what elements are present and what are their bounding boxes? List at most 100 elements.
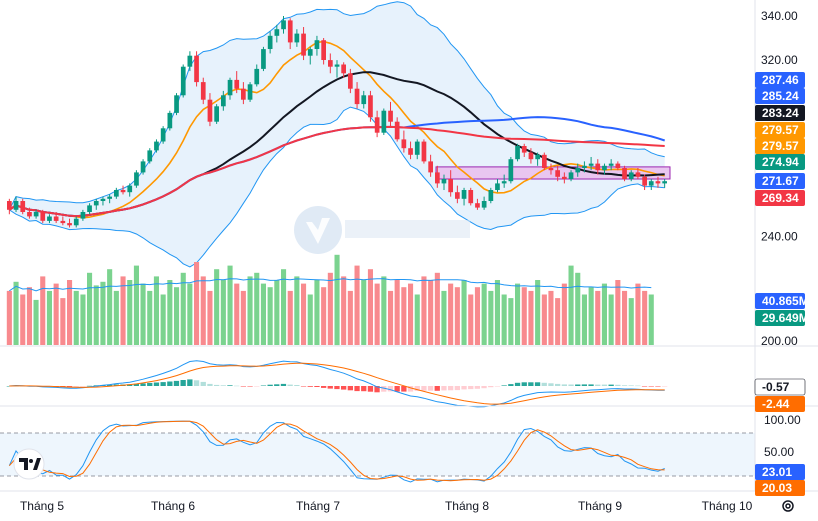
badge-bg [755, 122, 805, 138]
candle [441, 174, 447, 191]
candle-body [187, 55, 193, 67]
volume-bar [448, 283, 454, 345]
macd-hist-bar [234, 385, 240, 387]
candle-body [120, 190, 126, 193]
macd-hist-bar [147, 382, 153, 386]
macd-hist-bar [327, 386, 333, 389]
candle [475, 198, 480, 210]
volume-bar [120, 276, 126, 345]
bollinger-fill [9, 1, 665, 267]
volume-bar [160, 294, 166, 345]
candle-body [47, 216, 52, 221]
macd-hist-bar [601, 384, 608, 386]
macd-hist-bar [354, 386, 360, 392]
candle-body [307, 49, 313, 56]
moving-averages [8, 40, 666, 219]
candle [281, 16, 286, 34]
badge-bg [755, 138, 805, 154]
volume-bar [461, 280, 467, 345]
candle [274, 24, 280, 43]
macd-hist-bar [501, 385, 507, 386]
volume-bar [107, 269, 113, 345]
candle-body [642, 176, 647, 186]
candles[interactable] [7, 16, 667, 228]
macd-hist-bar [214, 384, 220, 386]
candle [582, 161, 587, 173]
badge-label: 269.34 [762, 191, 799, 205]
price-tick-label: 320.00 [761, 53, 798, 67]
candle-body [261, 49, 266, 69]
candle-body [528, 152, 534, 160]
macd-hist-bar [367, 386, 374, 392]
tradingview-logo[interactable] [13, 448, 45, 480]
macd-hist-bar [240, 386, 246, 387]
candle-body [595, 163, 601, 171]
candle-body [521, 146, 527, 153]
candle [542, 152, 547, 171]
volume-bar [200, 276, 206, 345]
candle-body [635, 172, 641, 177]
volume-bar [93, 285, 99, 345]
candle [314, 35, 320, 56]
volume-bar [227, 265, 233, 345]
candle-body [535, 154, 540, 160]
volume-bar [174, 287, 180, 345]
candle-body [207, 99, 213, 122]
x-tick-label: Tháng 8 [445, 499, 489, 513]
candle-body [408, 148, 413, 155]
macd-hist-bar [260, 385, 267, 386]
volume-bar [314, 280, 320, 345]
candle [555, 165, 560, 182]
candle [655, 176, 661, 188]
volume-bar [441, 290, 447, 345]
macd-hist-bar [434, 386, 440, 391]
candle-body [214, 106, 219, 122]
candle [635, 167, 641, 180]
settings-gear-icon[interactable] [780, 498, 796, 514]
candle-body [321, 40, 326, 60]
macd-hist-bar [581, 384, 587, 386]
candle [33, 209, 39, 219]
badge-bg [755, 72, 805, 88]
volume-bar [454, 287, 460, 345]
badge-bg [755, 293, 805, 309]
candle-body [174, 95, 179, 113]
macd-hist-bar [514, 382, 521, 386]
candle [140, 159, 146, 175]
candle-body [488, 190, 494, 201]
badge-label: 20.03 [762, 481, 792, 495]
volume-bar [521, 287, 527, 345]
volume-bar [561, 283, 567, 345]
stoch-tick-label: 50.00 [764, 445, 794, 459]
badge-label: 279.57 [762, 139, 799, 153]
macd-hist-bar [534, 382, 541, 386]
candle [588, 156, 594, 171]
candle [287, 18, 293, 50]
volume-bar [628, 298, 634, 345]
macd-hist-bar [608, 384, 614, 386]
candle [307, 46, 313, 65]
candle [147, 148, 153, 164]
candle [194, 51, 199, 87]
volume-bar [327, 272, 333, 345]
macd-hist-bar [427, 386, 434, 391]
candle-body [448, 179, 453, 193]
candle-body [294, 33, 300, 43]
candle [575, 163, 581, 177]
badge-label: 285.24 [762, 89, 799, 103]
macd-hist-bar [628, 385, 634, 386]
badge-label: 279.57 [762, 123, 799, 137]
candle-body [441, 179, 447, 184]
volume-bar [374, 283, 380, 345]
candle-body [221, 95, 226, 107]
candle-body [80, 212, 86, 219]
stoch-tick-label: 100.00 [764, 413, 801, 427]
candle [174, 93, 179, 116]
volume-bar [508, 298, 514, 345]
macd-hist-bar [407, 386, 414, 392]
macd-hist-bar [474, 386, 480, 389]
volume-bar [635, 283, 641, 345]
volume-bar [40, 276, 46, 345]
candle-body [254, 68, 260, 85]
